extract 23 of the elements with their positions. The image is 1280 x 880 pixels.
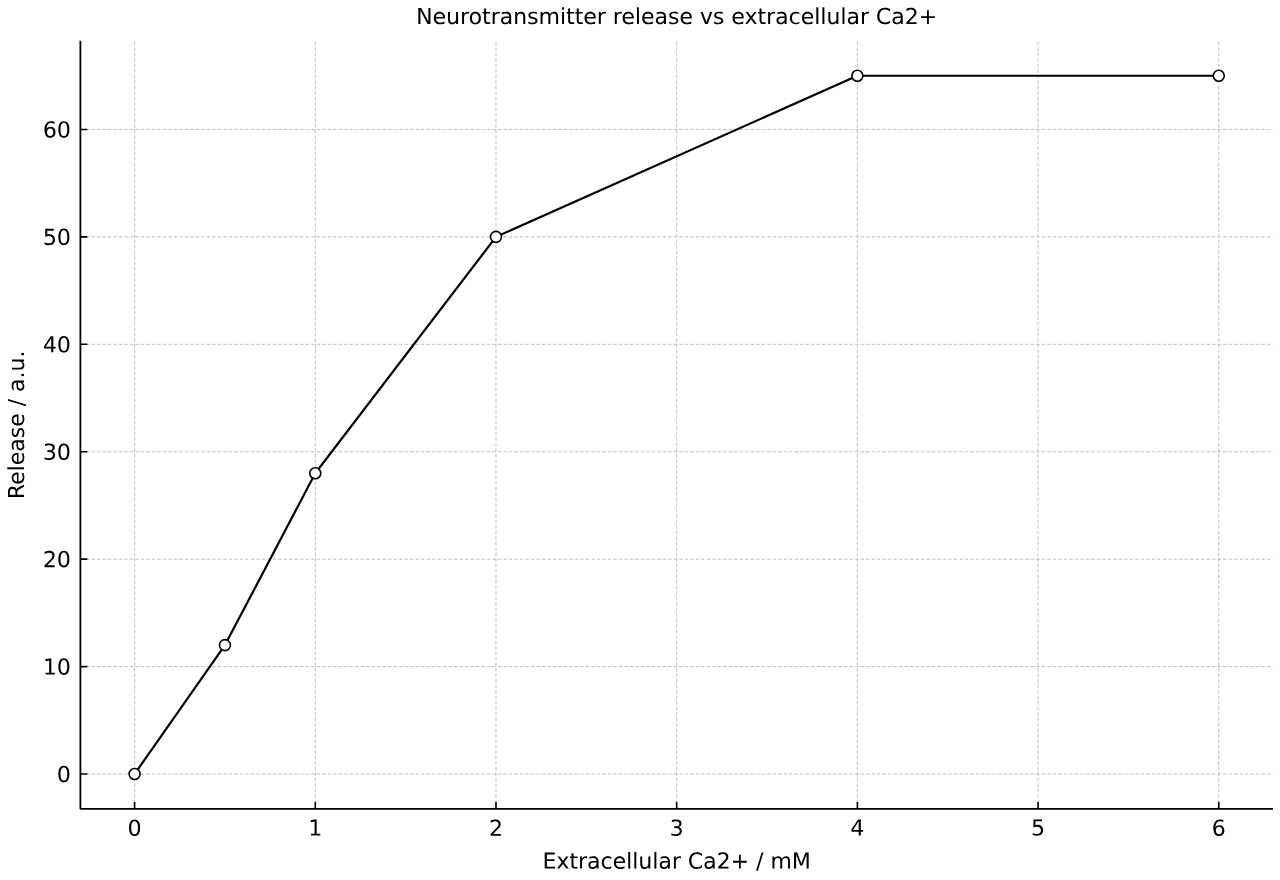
x-tick-label: 5 [1032, 819, 1044, 836]
y-tick-label: 30 [44, 443, 70, 461]
chart-title: Neurotransmitter release vs extracellular Ca2+ [418, 7, 935, 25]
y-axis-title: Release / a.u. [7, 353, 27, 498]
point [128, 767, 141, 781]
x-tick-label: 2 [490, 819, 501, 836]
y-tick-label: 60 [44, 121, 70, 138]
x-tick-label: 6 [1213, 819, 1225, 837]
x-tick-label: 3 [671, 819, 682, 837]
x-tick-label: 1 [310, 819, 321, 836]
y-tick-label: 50 [44, 228, 70, 246]
point [218, 638, 232, 652]
point [851, 69, 864, 83]
x-axis-title: Extracellular Ca2+ / mM [544, 851, 809, 871]
y-tick-label: 0 [58, 765, 70, 783]
point [309, 467, 322, 480]
y-tick-label: 20 [44, 550, 70, 568]
point [1212, 69, 1226, 83]
point [489, 230, 503, 244]
y-tick-label: 40 [43, 336, 70, 353]
x-tick-label: 0 [129, 819, 141, 837]
y-tick-label: 10 [45, 658, 70, 675]
x-tick-label: 4 [851, 819, 864, 836]
